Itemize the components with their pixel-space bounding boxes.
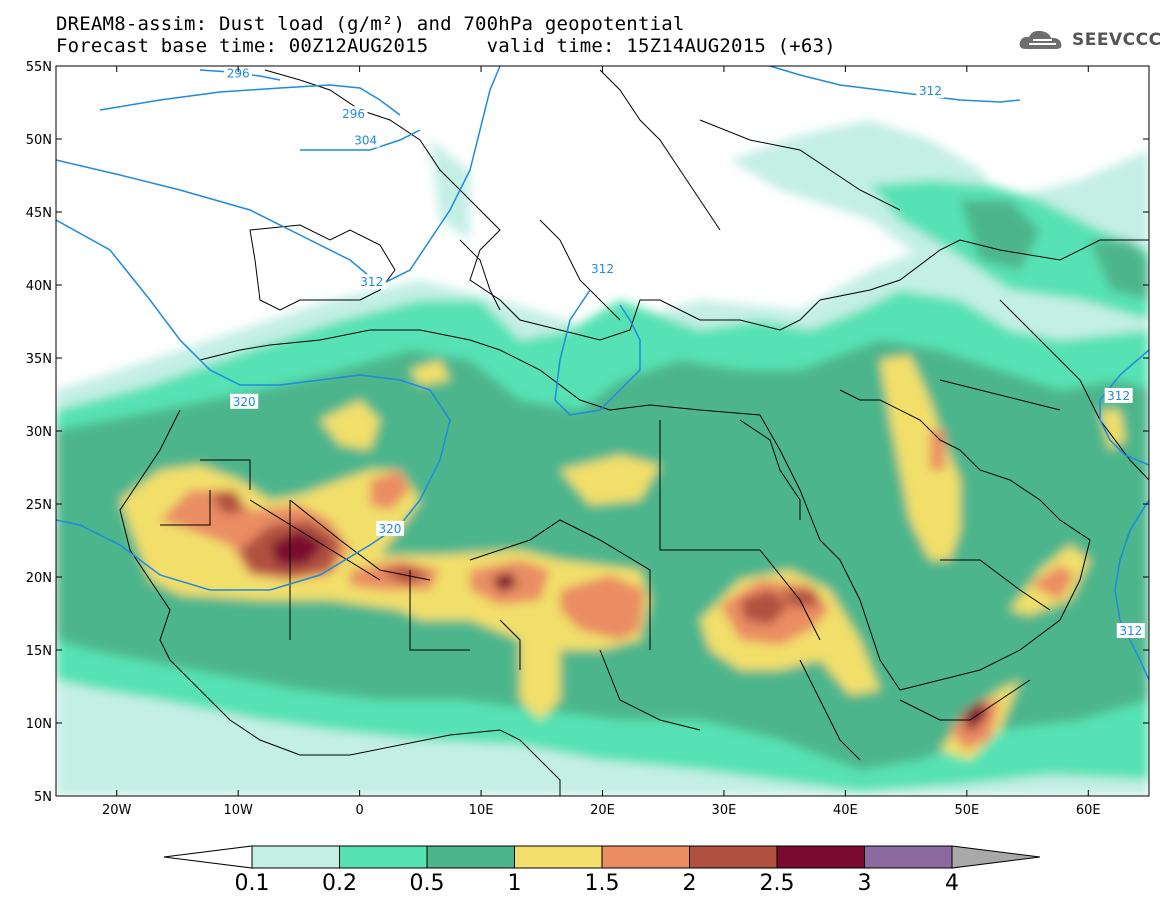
contour-label-bg [1104,387,1133,403]
contour-label: 296 [227,66,250,80]
colorbar-swatch [601,845,690,869]
colorbar-label: 1.5 [585,871,620,896]
contour-label-bg [375,520,404,536]
contour-label-bg [916,82,945,98]
lat-tick-label: 55N [26,60,52,75]
contour-label: 312 [1119,624,1142,638]
map-title-line2: Forecast base time: 00Z12AUG2015 valid t… [56,35,836,57]
contour-label-bg [1116,623,1145,639]
lon-tick-label: 40E [833,803,858,818]
lat-tick-label: 25N [26,498,52,513]
logo-text: SEEVCCC [1072,30,1162,50]
contour-label-bg [230,393,259,409]
lon-tick-label: 60E [1076,803,1101,818]
lat-tick-label: 40N [26,279,52,294]
colorbar-swatch [689,845,778,869]
colorbar-label: 1 [508,871,522,896]
dust-field [56,66,1149,796]
contour-label: 312 [1107,389,1130,403]
lon-tick-label: 50E [954,803,979,818]
colorbar-label: 0.1 [235,871,270,896]
contour-label-bg [357,274,386,290]
lon-tick-label: 20W [102,803,132,818]
lat-tick-label: 50N [26,133,52,148]
contour-label-bg [339,106,368,122]
contour-label: 320 [379,522,402,536]
colorbar: 0.1 0.2 0.5 1 1.5 2 2.5 3 4 [163,845,1041,896]
contour-label-bg [588,260,617,276]
colorbar-label: 3 [858,871,872,896]
geopotential-isolines [56,66,1149,681]
map-title-line1: DREAM8-assim: Dust load (g/m²) and 700hP… [56,13,685,35]
colorbar-swatch [251,845,340,869]
contour-label: 312 [591,262,614,276]
lat-tick-label: 45N [26,206,52,221]
contour-label: 320 [233,395,256,409]
colorbar-swatch [339,845,428,869]
contour-label: 312 [360,275,383,289]
contour-labels: 296 296 304 312 312 312 312 312 320 320 [224,65,1145,639]
colorbar-swatch [776,845,865,869]
lon-tick-label: 10E [469,803,494,818]
dust-field-mid [56,200,1149,770]
colorbar-label: 4 [945,871,959,896]
colorbar-under-arrow [163,845,253,869]
seevccc-logo: SEEVCCC [1018,27,1162,53]
lon-tick-label: 20E [590,803,615,818]
lat-tick-label: 15N [26,644,52,659]
lat-tick-label: 10N [26,717,52,732]
contour-label-bg [224,65,253,81]
contour-label: 312 [919,84,942,98]
cloud-logo-icon [1019,30,1062,49]
lat-tick-label: 30N [26,425,52,440]
lon-tick-label: 10W [223,803,253,818]
lat-tick-label: 20N [26,571,52,586]
lat-tick-label: 35N [26,352,52,367]
coastlines [119,69,1149,796]
colorbar-over-arrow [951,845,1041,869]
colorbar-label: 0.5 [410,871,445,896]
dust-field-extreme [270,530,985,728]
contour-label-bg [351,132,380,148]
lat-tick-label: 5N [34,790,52,805]
axis-ticks: 55N 50N 45N 40N 35N 30N 25N 20N 15N 10N 5N 20W 10W 0 1… [26,60,1149,818]
colorbar-label: 2 [683,871,697,896]
colorbar-label: 2.5 [760,871,795,896]
lon-tick-label: 0 [355,803,363,818]
contour-label: 296 [342,107,365,121]
colorbar-swatch [514,845,603,869]
contour-label: 304 [354,133,377,147]
lon-tick-label: 30E [712,803,737,818]
colorbar-label: 0.2 [322,871,357,896]
colorbar-swatch [864,845,953,869]
colorbar-swatch [426,845,515,869]
